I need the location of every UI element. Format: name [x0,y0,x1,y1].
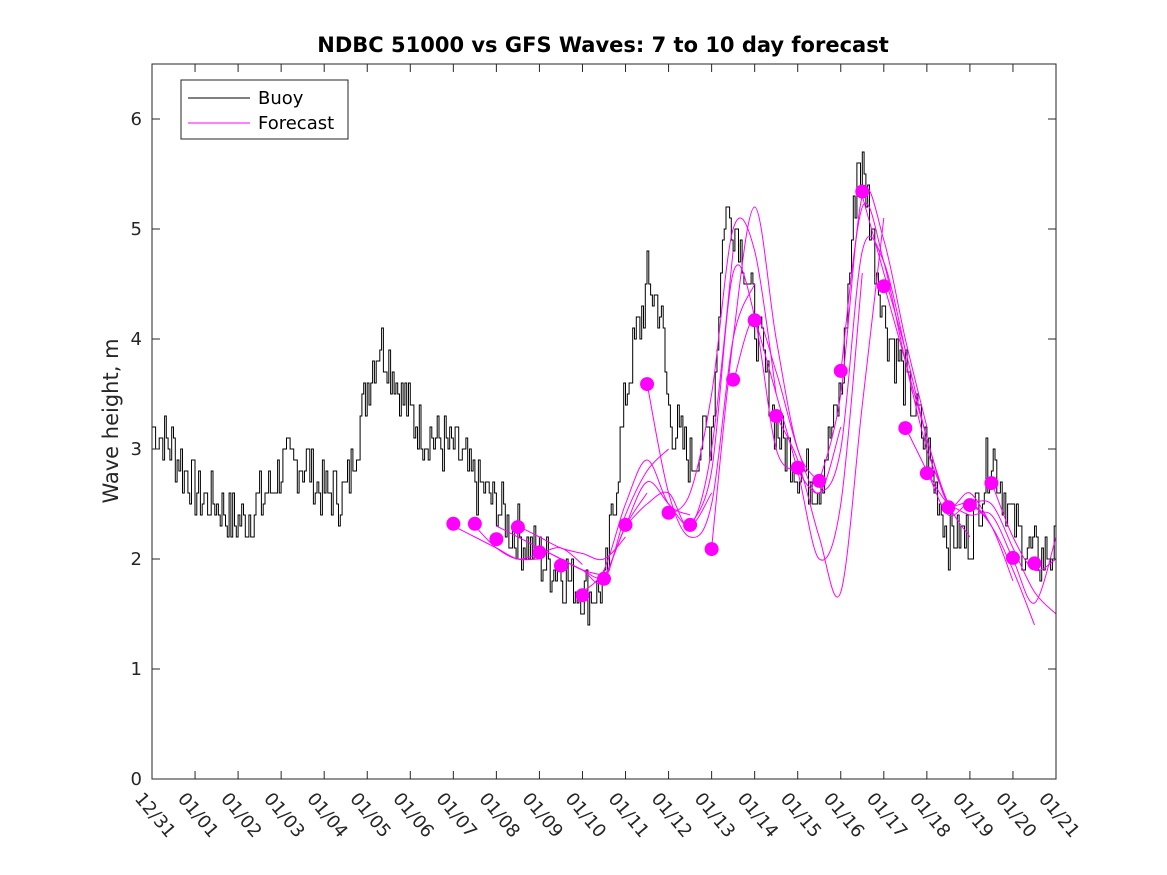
forecast-point [683,517,698,532]
legend-forecast-label: Forecast [258,113,334,134]
forecast-point [962,498,977,513]
y-tick-label: 2 [131,549,142,570]
forecast-run-line [668,217,777,516]
forecast-run-line [775,217,885,598]
y-tick-label: 3 [131,439,142,460]
buoy-series-line [152,151,1056,626]
y-tick-label: 5 [131,219,142,240]
y-tick-label: 4 [131,329,142,350]
forecast-point [812,473,827,488]
forecast-run-line [560,448,669,585]
forecast-point [510,520,525,535]
forecast-point [704,542,719,557]
forecast-run-line [689,264,799,527]
forecast-point [769,409,784,423]
forecast-point [855,184,870,199]
forecast-point [467,516,482,531]
y-tick-label: 0 [131,769,142,790]
forecast-run-line [517,525,626,561]
forecast-point [597,571,611,586]
forecast-point [640,377,655,392]
forecast-point [553,558,568,573]
forecast-point [1027,556,1042,571]
forecast-point [446,516,461,531]
forecast-point [984,476,999,491]
forecast-point [532,545,547,560]
forecast-point [876,279,891,294]
forecast-run-line [754,272,863,561]
forecast-point [726,372,741,387]
forecast-point [833,363,848,378]
forecast-point [661,505,676,520]
legend: Buoy Forecast [180,79,349,140]
forecast-run-line [797,235,906,494]
forecast-point [790,460,805,475]
y-tick-label: 6 [131,109,142,130]
legend-box [180,79,349,140]
forecast-run-line [969,500,1056,615]
plot-frame [151,63,1057,780]
y-tick-label: 1 [131,659,142,680]
forecast-point [1005,550,1020,565]
forecast-point [898,421,913,436]
legend-buoy-label: Buoy [258,88,304,109]
forecast-point [489,532,504,547]
forecast-run-line [990,481,1056,572]
forecast-point [919,466,934,481]
y-axis-label: Wave height, m [99,338,123,503]
forecast-run-line [883,283,992,527]
forecast-point [618,517,633,532]
forecast-point [575,588,590,603]
forecast-point [941,500,956,515]
forecast-point [747,313,762,328]
chart-title: NDBC 51000 vs GFS Waves: 7 to 10 day for… [317,33,888,57]
